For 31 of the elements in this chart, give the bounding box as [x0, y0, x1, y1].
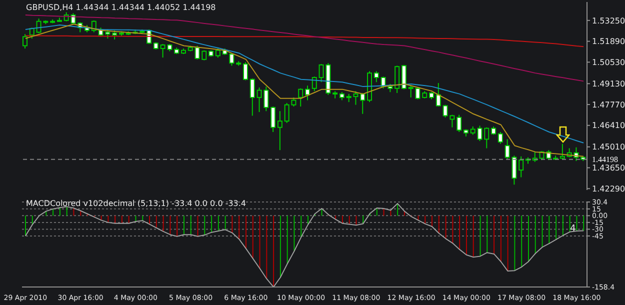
y-tick-label: 1.51890 — [592, 37, 625, 46]
y-tick-label: 1.45010 — [592, 142, 625, 152]
candlestick — [305, 85, 310, 101]
candlestick — [250, 78, 255, 116]
candlestick — [22, 34, 28, 49]
candlestick — [498, 131, 503, 144]
y-tick-label: 1.50530 — [592, 58, 625, 67]
chart-title: MACDColored v102decimal (5,13,1) -33.4 0.0 0.0 -33.4 — [26, 199, 246, 208]
candlestick — [456, 114, 462, 132]
annotation: 4 — [570, 224, 576, 234]
y-tick-label: 1.42290 — [592, 184, 625, 194]
y-tick-label: 1.49130 — [592, 79, 625, 88]
candlestick — [518, 156, 524, 178]
chart-title: GBPUSD,H4 1.44344 1.44344 1.44052 1.44198 — [26, 3, 216, 12]
y-tick-label: 1.43650 — [592, 164, 625, 173]
y-tick-label: 1.46410 — [592, 121, 625, 130]
candlestick — [277, 110, 282, 151]
y-tick-label: 1.47770 — [592, 100, 625, 110]
candlestick — [270, 106, 276, 132]
candlestick — [560, 143, 565, 160]
y-tick-label: 1.53250 — [592, 16, 625, 26]
candlestick — [242, 62, 248, 81]
candlestick — [436, 82, 441, 108]
candlestick — [215, 48, 220, 58]
line-series — [24, 14, 584, 82]
candlestick — [312, 76, 317, 92]
candlestick — [112, 30, 118, 40]
ref-line-label: 1.44198 — [592, 155, 618, 164]
candlestick — [374, 70, 379, 83]
candlestick — [394, 65, 400, 94]
candlestick — [298, 88, 304, 108]
